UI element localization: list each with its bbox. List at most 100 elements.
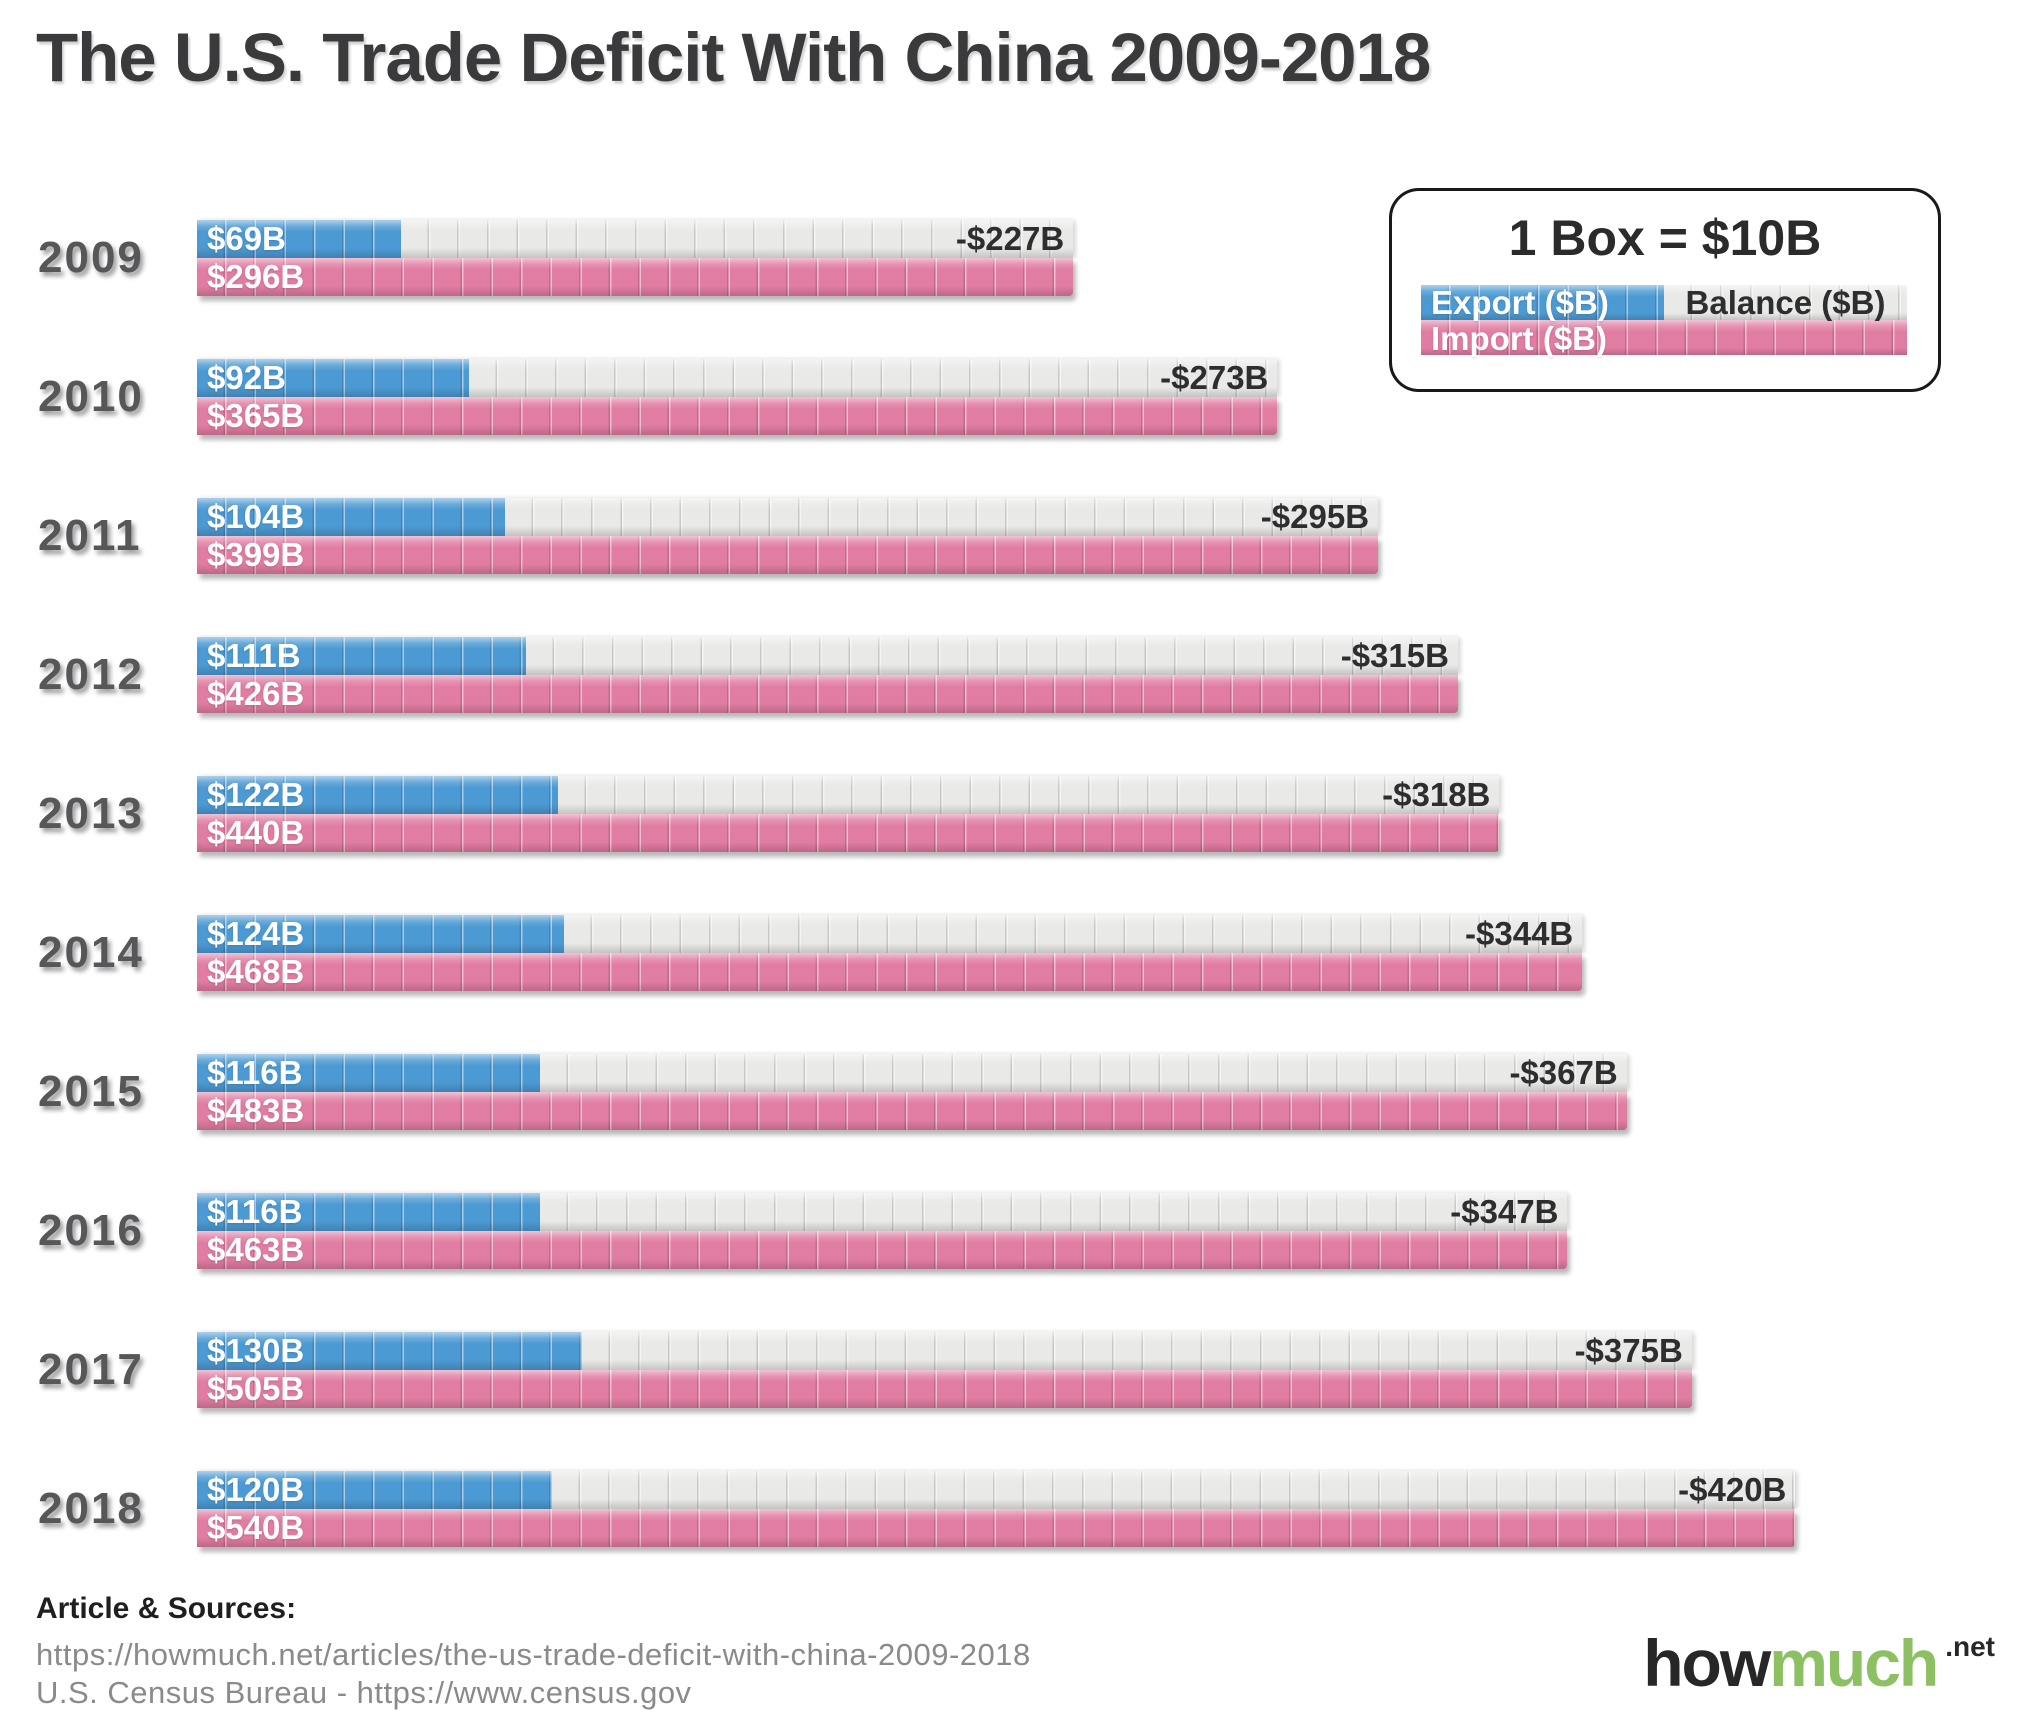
export-bar-segment: $122B [197,776,559,814]
import-value-label: $440B [207,814,305,851]
export-value-label: $122B [207,776,305,813]
year-row: 2015 $116B -$367B $483B [36,1054,1795,1130]
sources-heading: Article & Sources: [36,1592,297,1625]
balance-bar-segment: -$318B [558,776,1500,814]
year-row: 2016 $116B -$347B $463B [36,1193,1795,1269]
logo-how-text: how [1643,1626,1771,1700]
howmuch-logo: howmuch .net [1643,1625,1995,1701]
year-label: 2011 [38,511,142,560]
year-row: 2018 $120B -$420B $540B [36,1471,1796,1547]
year-bars: $124B -$344B $468B [197,915,1583,991]
year-label: 2012 [38,650,144,699]
sources-block: Article & Sources: https://howmuch.net/a… [36,1592,1031,1712]
export-bar-segment: $130B [197,1332,582,1370]
year-bars: $122B -$318B $440B [197,776,1500,852]
export-value-label: $120B [207,1471,305,1508]
balance-bar-segment: -$344B [564,915,1583,953]
export-value-label: $111B [207,637,301,674]
legend-export-swatch: Export ($B) [1421,283,1664,321]
import-value-label: $483B [207,1092,305,1129]
legend-heading: 1 Box = $10B [1508,210,1822,266]
year-bars: $120B -$420B $540B [197,1471,1796,1547]
export-value-label: $116B [207,1054,303,1091]
import-value-label: $505B [207,1370,305,1407]
import-bar: $483B [197,1092,1627,1130]
balance-value-label: -$295B [1260,498,1370,535]
export-bar-segment: $69B [197,220,402,258]
legend-import-swatch: Import ($B) [1421,320,1907,357]
year-row: 2011 $104B -$295B $399B [36,498,1795,574]
import-value-label: $468B [207,953,305,990]
balance-bar-segment: -$273B [469,359,1278,397]
export-bar-segment: $92B [197,359,470,397]
import-bar: $426B [197,675,1458,713]
legend-balance-swatch: Balance ($B) [1664,283,1907,321]
balance-value-label: -$318B [1382,776,1491,813]
export-balance-bar: $111B -$315B [197,637,1458,675]
year-label: 2017 [38,1345,144,1394]
balance-value-label: -$273B [1160,359,1269,396]
year-row: 2010 $92B -$273B $365B [36,359,1795,435]
export-bar-segment: $116B [197,1054,541,1092]
export-bar-segment: $104B [197,498,505,536]
balance-bar-segment: -$227B [401,220,1074,258]
year-row: 2012 $111B -$315B $426B [36,637,1795,713]
balance-value-label: -$344B [1465,915,1574,952]
export-bar-segment: $120B [197,1471,553,1509]
import-value-label: $426B [207,675,305,712]
balance-bar-segment: -$420B [552,1471,1796,1509]
legend-mini-bar: Export ($B) Balance ($B) Import ($B) [1421,283,1907,357]
import-bar: $468B [197,953,1583,991]
year-bars: $130B -$375B $505B [197,1332,1692,1408]
year-bars: $104B -$295B $399B [197,498,1379,574]
export-value-label: $130B [207,1332,305,1369]
balance-bar-segment: -$315B [525,637,1458,675]
year-label: 2016 [38,1206,144,1255]
source-article-url: https://howmuch.net/articles/the-us-trad… [36,1637,1031,1672]
import-bar: $296B [197,258,1074,296]
year-label: 2013 [38,789,144,838]
legend-export-label: Export ($B) [1431,283,1609,321]
import-bar: $463B [197,1231,1568,1269]
export-value-label: $69B [207,220,286,257]
year-label: 2009 [38,233,144,282]
balance-value-label: -$367B [1509,1054,1618,1091]
year-bars: $111B -$315B $426B [197,637,1458,713]
export-value-label: $116B [207,1193,303,1230]
import-value-label: $540B [207,1509,305,1546]
import-value-label: $463B [207,1231,305,1268]
export-balance-bar: $116B -$347B [197,1193,1568,1231]
balance-bar-segment: -$295B [504,498,1379,536]
import-value-label: $296B [207,258,305,295]
year-row: 2014 $124B -$344B $468B [36,915,1795,991]
chart-rows: 2009 $69B -$227B $296B 2010 [36,220,1796,1610]
export-balance-bar: $122B -$318B [197,776,1500,814]
import-value-label: $365B [207,397,305,434]
export-balance-bar: $104B -$295B [197,498,1379,536]
year-row: 2009 $69B -$227B $296B [36,220,1795,296]
export-balance-bar: $130B -$375B [197,1332,1692,1370]
year-bars: $116B -$367B $483B [197,1054,1627,1130]
year-label: 2015 [38,1067,144,1116]
export-bar-segment: $111B [197,637,526,675]
import-bar: $540B [197,1509,1796,1547]
export-value-label: $92B [207,359,286,396]
import-bar: $440B [197,814,1500,852]
export-bar-segment: $116B [197,1193,541,1231]
legend-top-row: Export ($B) Balance ($B) [1421,283,1907,321]
balance-value-label: -$375B [1574,1332,1683,1369]
year-bars: $92B -$273B $365B [197,359,1278,435]
export-balance-bar: $124B -$344B [197,915,1583,953]
import-bar: $505B [197,1370,1692,1408]
legend-balance-label: Balance ($B) [1685,283,1886,321]
legend-import-label: Import ($B) [1431,320,1607,357]
year-label: 2010 [38,372,144,421]
balance-bar-segment: -$347B [540,1193,1568,1231]
import-value-label: $399B [207,536,305,573]
export-bar-segment: $124B [197,915,565,953]
year-label: 2014 [38,928,144,977]
import-bar: $399B [197,536,1379,574]
balance-value-label: -$347B [1450,1193,1559,1230]
import-bar: $365B [197,397,1278,435]
